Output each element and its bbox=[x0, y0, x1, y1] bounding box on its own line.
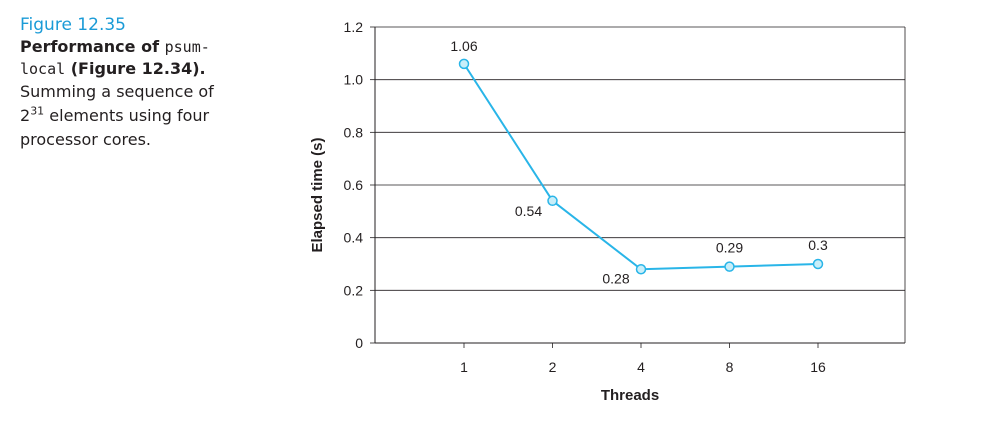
data-label: 1.06 bbox=[450, 38, 477, 54]
plot-frame bbox=[374, 27, 906, 344]
x-tick-label: 8 bbox=[726, 359, 734, 375]
data-point bbox=[812, 258, 824, 270]
data-point bbox=[458, 58, 470, 70]
data-point bbox=[635, 264, 647, 275]
data-label: 0.3 bbox=[808, 237, 828, 253]
caption-body: Summing a sequence of 231 elements using… bbox=[20, 80, 260, 152]
caption-title-prefix: Performance of bbox=[20, 37, 165, 56]
caption-body-base: 2 bbox=[20, 106, 31, 125]
caption-title: Performance of psum- local (Figure 12.34… bbox=[20, 36, 260, 80]
caption-title-suffix: (Figure 12.34). bbox=[65, 59, 206, 78]
caption-body-exponent: 31 bbox=[30, 104, 45, 118]
data-point bbox=[724, 261, 735, 272]
series-line bbox=[463, 63, 819, 271]
caption-title-code-line2: local bbox=[20, 60, 66, 78]
data-point bbox=[547, 195, 558, 207]
data-labels: 1.06 0.54 0.28 0.29 0.3 bbox=[450, 38, 828, 286]
figure-caption: Figure 12.35 Performance of psum- local … bbox=[20, 14, 260, 152]
y-axis-ticks: 0 0.2 0.4 0.6 0.8 1.0 1.2 bbox=[344, 19, 375, 351]
x-tick-label: 4 bbox=[637, 359, 645, 375]
x-tick-label: 1 bbox=[460, 359, 468, 375]
caption-body-part3: processor cores. bbox=[20, 130, 152, 149]
y-axis-label: Elapsed time (s) bbox=[309, 137, 326, 252]
y-tick-label: 0 bbox=[355, 335, 363, 351]
y-tick-label: 0.8 bbox=[344, 124, 364, 140]
y-tick-label: 0.6 bbox=[344, 177, 364, 193]
figure-label: Figure 12.35 bbox=[20, 15, 126, 35]
data-label: 0.28 bbox=[602, 270, 629, 286]
x-tick-label: 16 bbox=[810, 359, 826, 375]
x-axis-label: Threads bbox=[601, 387, 659, 404]
caption-body-part1: Summing a sequence of bbox=[20, 82, 214, 101]
grid-lines bbox=[375, 26, 905, 291]
data-label: 0.29 bbox=[716, 240, 743, 256]
data-points bbox=[458, 58, 824, 275]
y-tick-label: 1.0 bbox=[344, 72, 364, 88]
x-axis-ticks: 1 2 4 8 16 bbox=[460, 343, 826, 375]
y-tick-label: 1.2 bbox=[344, 19, 364, 35]
x-tick-label: 2 bbox=[549, 359, 557, 375]
series-line-path bbox=[463, 63, 819, 271]
y-tick-label: 0.2 bbox=[344, 282, 364, 298]
caption-body-part2: elements using four bbox=[44, 106, 210, 125]
y-tick-label: 0.4 bbox=[344, 230, 364, 246]
caption-title-code-line1: psum- bbox=[164, 38, 210, 56]
data-label: 0.54 bbox=[515, 203, 542, 219]
